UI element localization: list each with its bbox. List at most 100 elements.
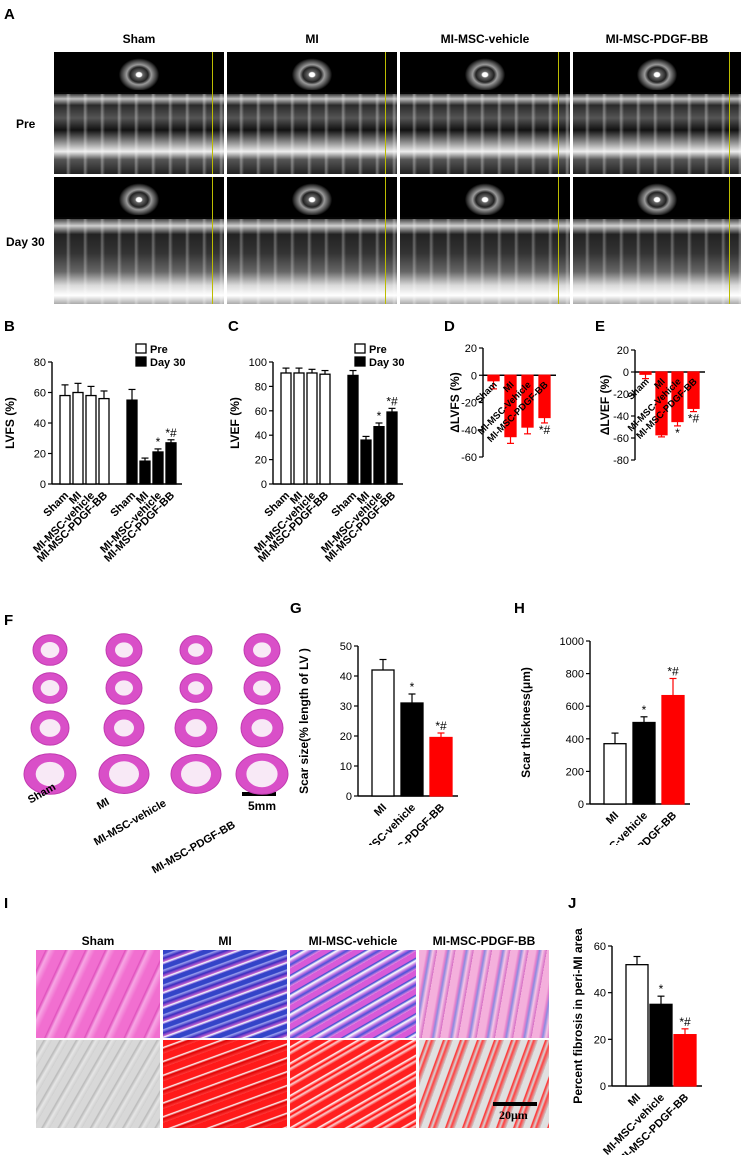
y-axis-label: ΔLVFS (%) [448, 372, 462, 432]
y-tick-label: 0 [346, 791, 352, 803]
echo-image [573, 52, 741, 174]
y-tick-label: 0 [600, 1081, 606, 1093]
y-tick-label: 80 [34, 357, 46, 369]
y-tick-label: 40 [594, 988, 606, 1000]
panel-label-b: B [4, 318, 15, 335]
y-tick-label: 20 [594, 1034, 606, 1046]
histology-image [163, 1040, 287, 1128]
panel-label-j: J [568, 895, 577, 912]
x-tick-label: Sham [474, 380, 500, 406]
heart-slice [103, 709, 145, 747]
bar [661, 694, 685, 805]
y-tick-label: 0 [578, 799, 584, 811]
x-tick-label: MI [626, 1092, 643, 1109]
y-tick-label: -60 [461, 452, 477, 464]
scale-bar-label: 5mm [248, 799, 276, 813]
echo-image [573, 177, 741, 304]
heart-lumen [251, 719, 273, 737]
heart-lumen [115, 642, 133, 658]
y-tick-label: -20 [613, 389, 629, 401]
histology-image [163, 950, 287, 1038]
echo-row-header: Day 30 [6, 235, 45, 249]
significance-label: * [642, 703, 647, 717]
heart-lumen [253, 642, 271, 658]
bar [347, 374, 359, 485]
heart-lumen [246, 760, 278, 788]
y-tick-label: -60 [613, 433, 629, 445]
panel-label-g: G [290, 600, 302, 617]
y-tick-label: 80 [255, 381, 267, 393]
heart-slice [30, 710, 70, 746]
legend-label: Day 30 [150, 357, 185, 369]
x-tick-label: Sham [626, 376, 652, 402]
histology-image [290, 1040, 416, 1128]
y-tick-label: 40 [34, 418, 46, 430]
y-tick-label: 400 [566, 734, 584, 746]
significance-label: *# [679, 1015, 691, 1029]
significance-label: *# [386, 394, 398, 408]
bar [360, 439, 372, 485]
heart-slice [98, 754, 150, 794]
y-tick-label: 20 [255, 455, 267, 467]
panel-label-a: A [4, 6, 15, 23]
echo-image [227, 52, 397, 174]
heart-lumen [185, 719, 207, 737]
y-tick-label: 10 [340, 761, 352, 773]
legend-label: Pre [369, 344, 387, 356]
heart-slice [105, 671, 143, 705]
bar [649, 1003, 673, 1087]
histology-image [290, 950, 416, 1038]
legend-swatch [354, 356, 366, 367]
y-axis-label: Percent fibrosis in peri-MI area [571, 928, 585, 1104]
y-axis-label: LVEF (%) [228, 397, 242, 449]
x-tick-label: MI [372, 802, 389, 819]
heart-sections: 5mm [23, 633, 289, 813]
y-tick-label: -80 [613, 455, 629, 467]
heart-lumen [39, 719, 61, 737]
heart-lumen [253, 680, 271, 696]
echo-row-header: Pre [16, 117, 36, 131]
significance-label: *# [688, 412, 700, 426]
y-tick-label: 0 [40, 479, 46, 491]
panel-label-f: F [4, 612, 14, 629]
y-tick-label: 800 [566, 669, 584, 681]
histology-col-header: MI-MSC-PDGF-BB [432, 934, 536, 948]
histology-image [419, 950, 549, 1038]
y-tick-label: -20 [461, 398, 477, 410]
legend-swatch [135, 356, 147, 367]
significance-label: *# [539, 423, 551, 437]
heart-lumen [35, 761, 65, 787]
panel-label-d: D [444, 318, 455, 335]
legend-label: Pre [150, 344, 168, 356]
bar [687, 371, 700, 409]
scale-bar-label: 20μm [499, 1108, 528, 1122]
histology-image: 20μm [419, 1040, 549, 1128]
echo-col-header: Sham [122, 32, 156, 46]
heart-slice [243, 671, 281, 705]
bar [673, 1034, 697, 1087]
panel-label-h: H [514, 600, 525, 617]
panel-label-c: C [228, 318, 239, 335]
y-tick-label: 40 [255, 430, 267, 442]
echo-col-header: MI-MSC-PDGF-BB [605, 32, 709, 46]
panel-label-i: I [4, 895, 9, 912]
histology-col-header: MI-MSC-vehicle [308, 934, 398, 948]
heart-lumen [40, 680, 60, 696]
bar [639, 371, 652, 375]
bar [319, 373, 331, 485]
bar [59, 394, 71, 485]
y-tick-label: 100 [249, 357, 267, 369]
bar [72, 391, 84, 485]
y-tick-label: 0 [623, 367, 629, 379]
echo-image [400, 177, 570, 304]
y-tick-label: 60 [34, 388, 46, 400]
bar [306, 372, 318, 485]
bar [400, 702, 424, 797]
bar [152, 451, 164, 485]
y-tick-label: 30 [340, 701, 352, 713]
heart-slice [32, 672, 68, 704]
y-tick-label: 200 [566, 766, 584, 778]
y-tick-label: 1000 [560, 636, 584, 648]
